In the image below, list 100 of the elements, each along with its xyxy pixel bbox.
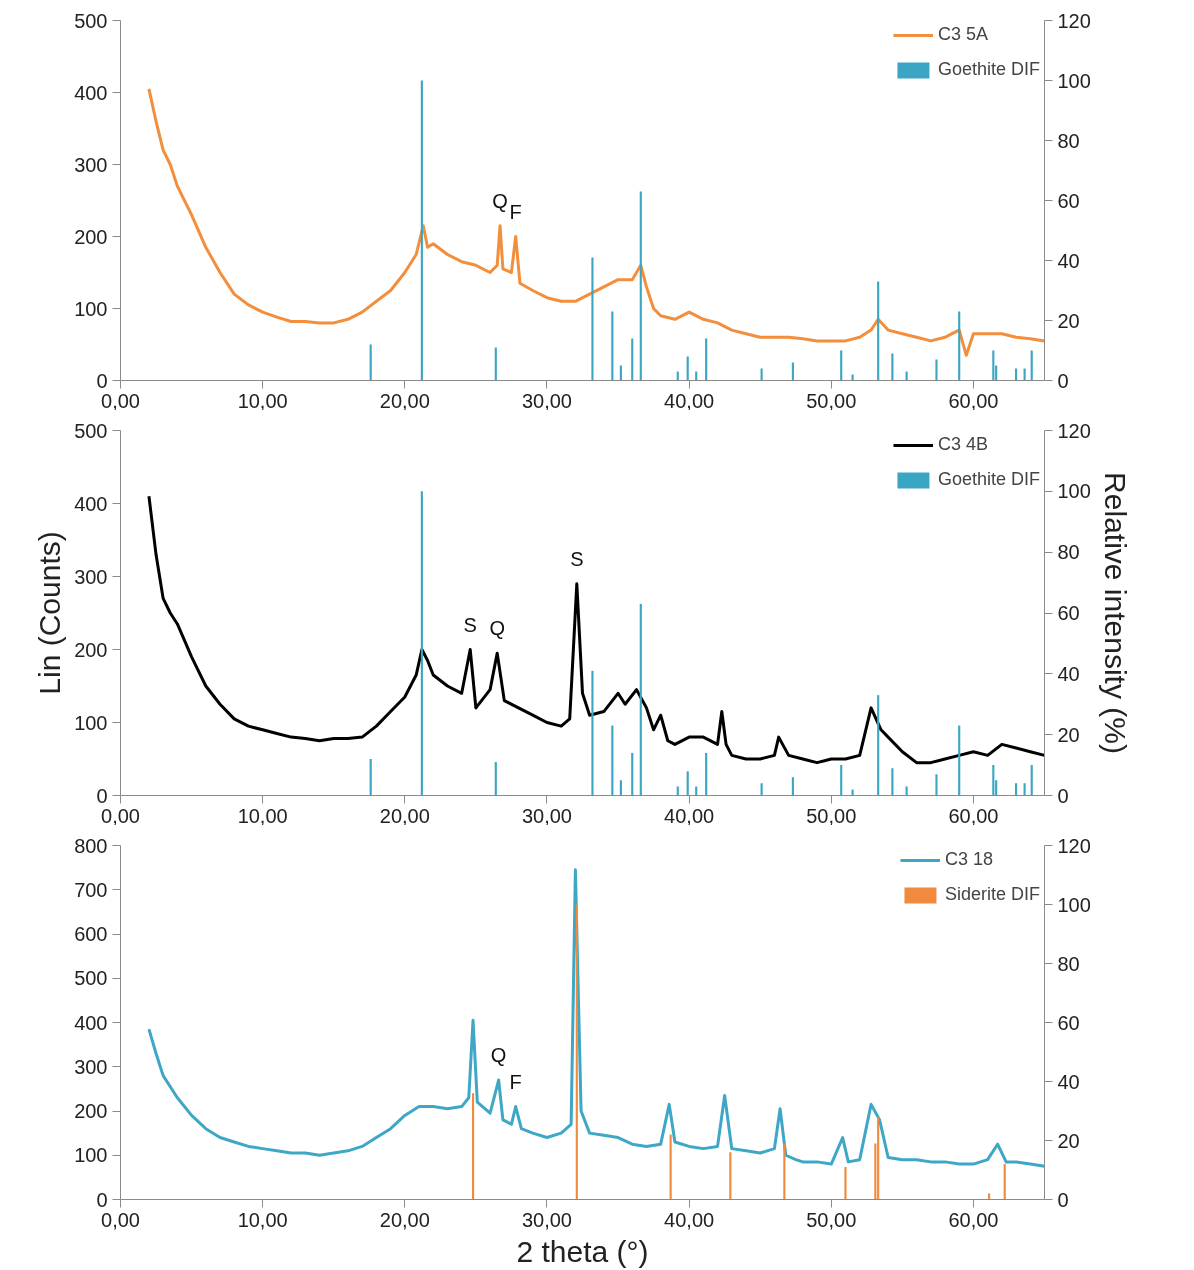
- y-tick-label: 800: [74, 834, 108, 857]
- y-tick-label: 100: [74, 1144, 108, 1167]
- x-tick-label: 10,00: [237, 1208, 288, 1231]
- bar: [877, 695, 880, 796]
- bar: [935, 359, 938, 381]
- y-tick-label: 400: [74, 492, 108, 515]
- y-tick-label: 300: [74, 1055, 108, 1078]
- y-tick-label: 400: [74, 81, 108, 104]
- y2-tick-label: 80: [1057, 541, 1080, 564]
- bar: [958, 311, 961, 381]
- bar: [686, 356, 689, 381]
- legend-label: C3 5A: [937, 24, 988, 45]
- y2-tick-label: 20: [1057, 1129, 1080, 1152]
- x-tick-label: 60,00: [948, 804, 999, 827]
- x-tick-label: 50,00: [806, 389, 857, 412]
- x-tick-label: 30,00: [521, 389, 572, 412]
- y2-tick-label: 100: [1057, 480, 1091, 503]
- bar: [844, 1167, 847, 1200]
- bar: [1030, 350, 1033, 381]
- bar: [1015, 783, 1018, 796]
- annotation: F: [509, 200, 522, 223]
- bar: [791, 777, 794, 796]
- bar: [686, 771, 689, 796]
- bar: [1003, 1164, 1006, 1200]
- y-tick-label: 200: [74, 225, 108, 248]
- x-tick-label: 10,00: [237, 389, 288, 412]
- bar: [877, 1116, 880, 1200]
- line-series: [147, 868, 1045, 1168]
- y2-tick-label: 100: [1057, 893, 1091, 916]
- x-tick-label: 50,00: [806, 1208, 857, 1231]
- bar: [992, 350, 995, 381]
- y2-tick-label: 60: [1057, 602, 1080, 624]
- x-tick-label: 60,00: [948, 389, 999, 412]
- y-tick-label: 200: [74, 638, 108, 661]
- y-tick-label: 500: [74, 419, 108, 442]
- bar: [575, 904, 578, 1200]
- bar: [877, 281, 880, 381]
- bar: [591, 670, 594, 796]
- y-tick-label: 400: [74, 1011, 108, 1034]
- bar: [840, 765, 843, 796]
- y2-tick-label: 40: [1057, 249, 1080, 272]
- legend-label: Goethite DIF: [937, 469, 1040, 490]
- bar: [1030, 765, 1033, 796]
- bar: [729, 1152, 732, 1200]
- y2-axis-title: Relative intensity (%): [1098, 472, 1132, 754]
- y-tick-label: 300: [74, 153, 108, 176]
- annotation: Q: [492, 189, 508, 212]
- y2-tick-label: 60: [1057, 1011, 1080, 1034]
- y-tick-label: 0: [96, 1188, 108, 1211]
- y2-tick-label: 0: [1057, 784, 1069, 807]
- bar: [1023, 783, 1026, 796]
- bar: [369, 344, 372, 381]
- x-tick-label: 30,00: [521, 804, 572, 827]
- y-tick-label: 100: [74, 711, 108, 734]
- x-tick-label: 0,00: [101, 1208, 140, 1231]
- y-tick-label: 0: [96, 784, 108, 807]
- y-tick-label: 300: [74, 565, 108, 588]
- legend-label: C3 18: [944, 849, 994, 870]
- legend-label: C3 4B: [937, 434, 988, 455]
- bar: [619, 780, 622, 796]
- y2-tick-label: 120: [1057, 834, 1091, 857]
- x-tick-label: 30,00: [521, 1208, 572, 1231]
- x-tick-label: 20,00: [379, 389, 430, 412]
- x-tick-label: 50,00: [806, 804, 857, 827]
- bar: [631, 338, 634, 381]
- y2-tick-label: 40: [1057, 1070, 1080, 1093]
- y-axis-title: Lin (Counts): [33, 531, 67, 695]
- x-tick-label: 60,00: [948, 1208, 999, 1231]
- annotation: Q: [490, 1044, 507, 1067]
- y2-tick-label: 80: [1057, 952, 1080, 975]
- line-series: [147, 87, 1045, 357]
- bar: [840, 350, 843, 381]
- bar: [669, 1134, 672, 1200]
- legend-label: Goethite DIF: [937, 59, 1040, 80]
- y-tick-label: 600: [74, 923, 108, 945]
- annotation: F: [509, 1070, 522, 1093]
- bar: [639, 191, 642, 381]
- bar: [891, 353, 894, 381]
- annotation: S: [570, 547, 584, 570]
- x-tick-label: 0,00: [101, 804, 140, 827]
- y2-tick-label: 20: [1057, 309, 1080, 332]
- bar: [891, 768, 894, 796]
- bar: [611, 311, 614, 381]
- x-tick-label: 0,00: [101, 389, 140, 412]
- y2-tick-label: 60: [1057, 189, 1080, 212]
- bar: [420, 80, 423, 381]
- bar: [420, 491, 423, 796]
- bar: [471, 1093, 475, 1200]
- bar: [905, 786, 908, 796]
- x-tick-label: 40,00: [664, 1208, 715, 1231]
- bar: [695, 786, 698, 796]
- bar: [369, 759, 372, 796]
- x-axis-title: 2 theta (°): [516, 1234, 649, 1268]
- line-series: [147, 494, 1045, 765]
- y2-tick-label: 40: [1057, 662, 1080, 685]
- annotation: S: [463, 613, 477, 636]
- y-tick-label: 0: [96, 369, 108, 392]
- bar: [760, 783, 763, 796]
- bar: [851, 789, 854, 796]
- y2-tick-label: 0: [1057, 1188, 1069, 1211]
